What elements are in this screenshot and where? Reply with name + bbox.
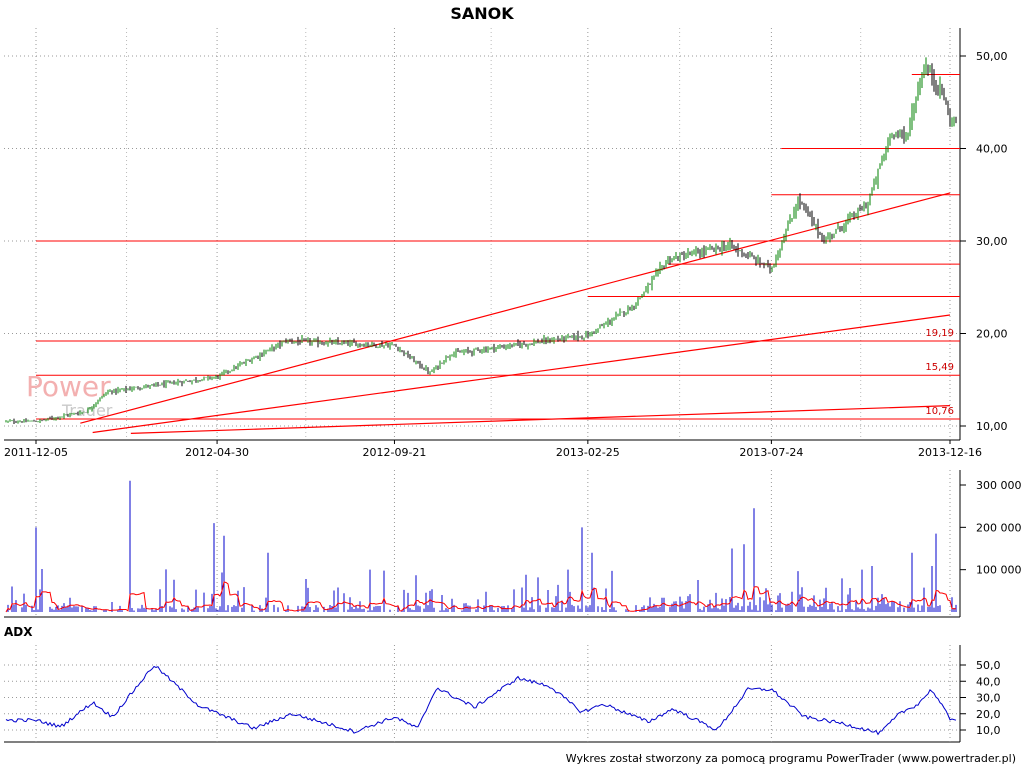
trend-line: [80, 192, 951, 424]
adx-y-tick-label: 10,0: [976, 724, 1001, 737]
price-y-tick-label: 50,00: [976, 50, 1008, 63]
adx-y-tick-label: 20,0: [976, 708, 1001, 721]
volume-bars: [5, 480, 957, 613]
trend-line: [130, 405, 951, 434]
x-tick-label: 2013-12-16: [918, 446, 982, 459]
price-candles: [5, 57, 957, 425]
adx-y-tick-label: 30,0: [976, 692, 1001, 705]
adx-y-tick-label: 40,0: [976, 675, 1001, 688]
level-label: 19,19: [925, 328, 954, 339]
volume-y-tick-label: 300 000: [976, 479, 1022, 492]
x-tick-label: 2013-07-24: [739, 446, 803, 459]
level-label: 10,76: [925, 406, 954, 417]
x-tick-label: 2012-09-21: [362, 446, 426, 459]
trend-line: [92, 314, 951, 434]
adx-series-line: [5, 665, 957, 736]
volume-y-tick-label: 200 000: [976, 521, 1022, 534]
x-tick-label: 2011-12-05: [4, 446, 68, 459]
watermark-trader: Trader: [61, 401, 113, 420]
volume-y-tick-label: 100 000: [976, 564, 1022, 577]
adx-line: [5, 665, 957, 736]
x-tick-label: 2012-04-30: [185, 446, 249, 459]
price-y-tick-label: 20,00: [976, 328, 1008, 341]
adx-panel-title: ADX: [4, 625, 33, 639]
grid-lines: [4, 28, 960, 742]
support-resistance-lines: 19,19 15,49 10,76: [36, 74, 960, 434]
adx-y-tick-label: 50,0: [976, 659, 1001, 672]
chart-title: SANOK: [450, 4, 514, 23]
x-tick-label: 2013-02-25: [556, 446, 620, 459]
level-label: 15,49: [925, 362, 954, 373]
watermark: Power Trader: [26, 370, 113, 420]
axes: 2011-12-05 2012-04-30 2012-09-21 2013-02-25…: [4, 50, 1021, 737]
price-y-tick-label: 30,00: [976, 235, 1008, 248]
price-y-tick-label: 10,00: [976, 420, 1008, 433]
footer-credit: Wykres został stworzony za pomocą progra…: [566, 752, 1016, 765]
volume-average-line: [5, 581, 956, 613]
price-y-tick-label: 40,00: [976, 143, 1008, 156]
